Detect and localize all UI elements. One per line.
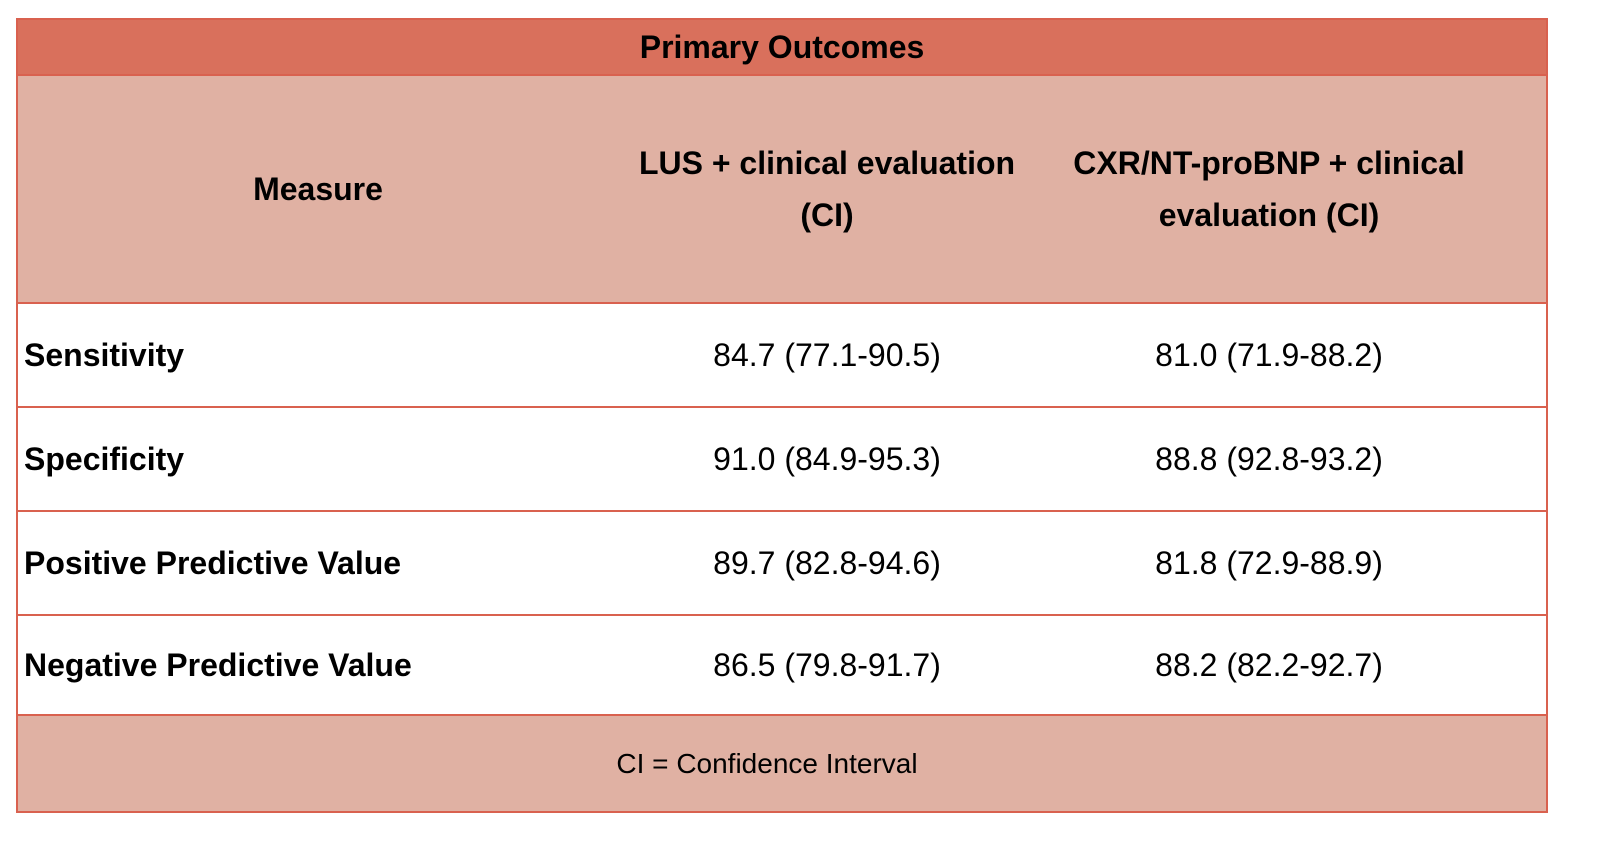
row-label: Positive Predictive Value bbox=[24, 544, 402, 581]
cell-lus: 86.5 (79.8-91.7) bbox=[713, 646, 941, 683]
row-label: Negative Predictive Value bbox=[24, 646, 412, 683]
cell-lus: 84.7 (77.1-90.5) bbox=[713, 336, 941, 373]
table-footnote-row: CI = Confidence Interval bbox=[18, 716, 1546, 811]
cell-lus: 91.0 (84.9-95.3) bbox=[713, 440, 941, 477]
footnote-text: CI = Confidence Interval bbox=[616, 747, 918, 779]
primary-outcomes-table: Primary Outcomes Measure LUS + clinical … bbox=[16, 18, 1548, 813]
cell-cxr: 88.2 (82.2-92.7) bbox=[1155, 646, 1383, 683]
table-header-row: Measure LUS + clinical evaluation (CI) C… bbox=[18, 76, 1546, 304]
cell-cxr: 81.8 (72.9-88.9) bbox=[1155, 544, 1383, 581]
cell-lus: 89.7 (82.8-94.6) bbox=[713, 544, 941, 581]
table-row: Specificity 91.0 (84.9-95.3) 88.8 (92.8-… bbox=[18, 408, 1546, 512]
table-title: Primary Outcomes bbox=[18, 20, 1546, 76]
cell-cxr: 88.8 (92.8-93.2) bbox=[1155, 440, 1383, 477]
table-row: Sensitivity 84.7 (77.1-90.5) 81.0 (71.9-… bbox=[18, 304, 1546, 408]
header-measure: Measure bbox=[253, 171, 383, 207]
table-row: Negative Predictive Value 86.5 (79.8-91.… bbox=[18, 616, 1546, 716]
cell-cxr: 81.0 (71.9-88.2) bbox=[1155, 336, 1383, 373]
table-row: Positive Predictive Value 89.7 (82.8-94.… bbox=[18, 512, 1546, 616]
header-lus: LUS + clinical evaluation (CI) bbox=[638, 145, 1016, 233]
header-cxr: CXR/NT-proBNP + clinical evaluation (CI) bbox=[1073, 145, 1465, 233]
row-label: Specificity bbox=[24, 440, 185, 477]
row-label: Sensitivity bbox=[24, 336, 185, 373]
